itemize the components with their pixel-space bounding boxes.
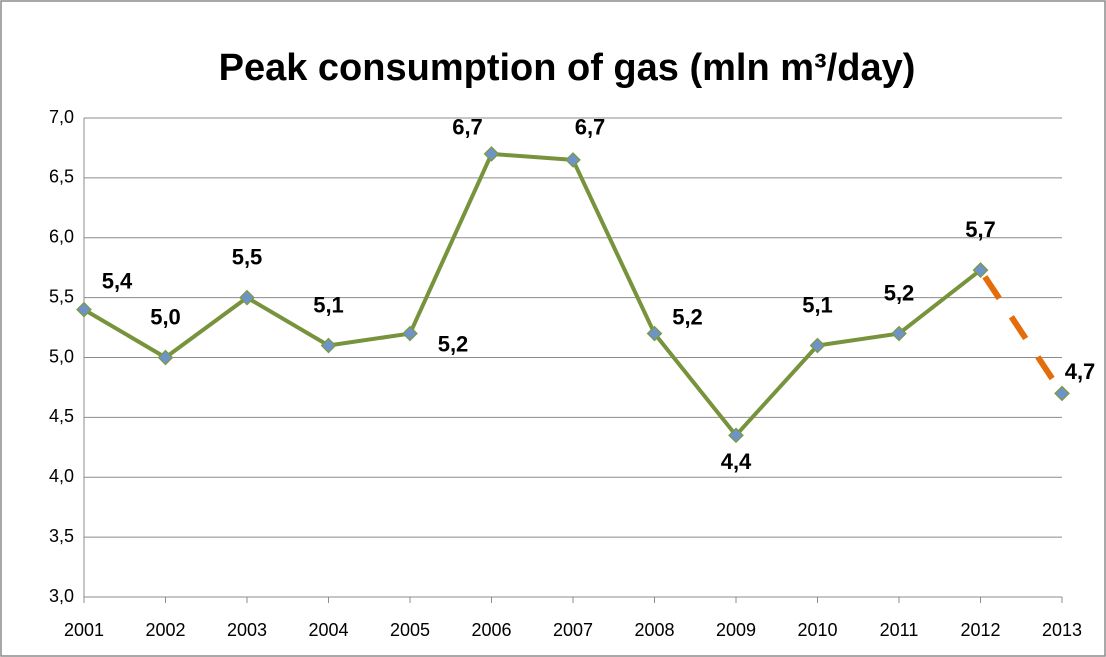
x-tick-label: 2009 bbox=[716, 620, 756, 640]
x-tick-label: 2010 bbox=[797, 620, 837, 640]
marker bbox=[646, 325, 663, 342]
data-label: 4,4 bbox=[721, 449, 752, 474]
marker bbox=[483, 146, 500, 162]
x-tick-label: 2007 bbox=[553, 620, 593, 640]
marker bbox=[809, 337, 826, 354]
y-tick-label: 5,5 bbox=[49, 286, 74, 306]
y-tick-label: 3,0 bbox=[49, 586, 74, 606]
y-tick-label: 4,5 bbox=[49, 406, 74, 426]
x-tick-label: 2011 bbox=[880, 620, 919, 640]
marker bbox=[891, 325, 907, 342]
series-line bbox=[82, 151, 982, 438]
data-label: 4,7 bbox=[1065, 359, 1096, 384]
marker bbox=[320, 337, 337, 354]
y-tick-label: 3,5 bbox=[49, 526, 74, 546]
y-tick-label: 7,0 bbox=[49, 107, 74, 127]
x-tick-label: 2003 bbox=[227, 620, 267, 640]
x-tick-label: 2013 bbox=[1042, 620, 1082, 640]
data-label: 6,7 bbox=[452, 115, 483, 140]
data-label: 5,2 bbox=[884, 280, 915, 305]
marker bbox=[728, 427, 744, 444]
chart-title: Peak consumption of gas (mln m³/day) bbox=[219, 47, 916, 89]
x-tick-label: 2004 bbox=[308, 620, 348, 640]
x-tick-label: 2008 bbox=[634, 620, 674, 640]
x-tick-label: 2001 bbox=[64, 620, 104, 640]
y-tick-label: 5,0 bbox=[49, 346, 74, 366]
data-label: 5,7 bbox=[965, 217, 996, 242]
x-tick-label: 2012 bbox=[960, 620, 1000, 640]
marker bbox=[239, 289, 255, 306]
data-label: 6,7 bbox=[575, 115, 606, 140]
x-tick-label: 2002 bbox=[145, 620, 185, 640]
y-tick-label: 4,0 bbox=[49, 466, 74, 486]
data-label: 5,1 bbox=[313, 292, 344, 317]
x-tick-label: 2005 bbox=[390, 620, 430, 640]
data-label: 5,0 bbox=[150, 304, 181, 329]
series-line bbox=[977, 268, 1065, 396]
marker bbox=[1054, 385, 1070, 402]
marker bbox=[76, 301, 92, 318]
data-label: 5,2 bbox=[672, 304, 703, 329]
x-tick-label: 2006 bbox=[471, 620, 511, 640]
marker bbox=[565, 152, 581, 168]
marker bbox=[402, 325, 418, 342]
y-tick-label: 6,5 bbox=[49, 167, 74, 187]
marker bbox=[157, 349, 174, 366]
data-label: 5,1 bbox=[802, 292, 833, 317]
y-tick-label: 6,0 bbox=[49, 227, 74, 247]
data-label: 5,5 bbox=[232, 244, 263, 269]
marker bbox=[972, 262, 989, 278]
data-label: 5,4 bbox=[102, 268, 133, 293]
data-label: 5,2 bbox=[438, 331, 469, 356]
